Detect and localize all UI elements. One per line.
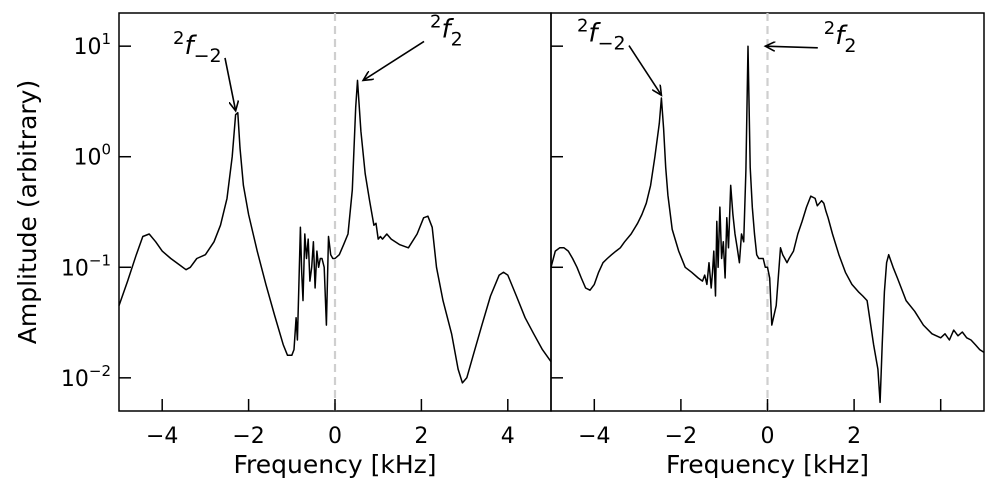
y-axis-label: Amplitude (arbitrary) [13,80,42,344]
y-tick-label: 101 [73,30,111,60]
x-axis-label: Frequency [kHz] [666,450,869,479]
x-tick-label: −4 [146,424,178,449]
peak-annotation-label: 2f−2 [577,16,626,55]
peak-annotation-arrow [363,40,425,80]
peak-annotation-arrow [628,45,661,96]
peak-annotation-arrow [765,46,818,48]
y-tick-label: 100 [73,141,111,171]
x-tick-label: 4 [501,424,515,449]
peak-annotation-label: 2f−2 [173,28,222,67]
peak-annotation-label: 2f2 [824,18,857,57]
y-tick-label: 10−1 [61,251,111,281]
x-tick-label: −4 [578,424,610,449]
x-tick-label: 2 [847,424,861,449]
x-tick-label: 0 [328,424,342,449]
peak-annotation-arrow [224,57,236,111]
y-tick-label: 10−2 [61,362,111,392]
series-line-right [550,45,985,404]
peak-annotation-label: 2f2 [430,11,463,50]
x-tick-label: −2 [232,424,264,449]
x-tick-label: 2 [414,424,428,449]
panel-left: −4 −2 0 2 4 10−2 10−1 100 101 Frequency [kHz] 2f−2… [61,11,552,479]
x-tick-label: −2 [665,424,697,449]
x-axis-label: Frequency [kHz] [233,450,436,479]
series-line-left [118,79,552,384]
x-tick-label: 0 [761,424,775,449]
